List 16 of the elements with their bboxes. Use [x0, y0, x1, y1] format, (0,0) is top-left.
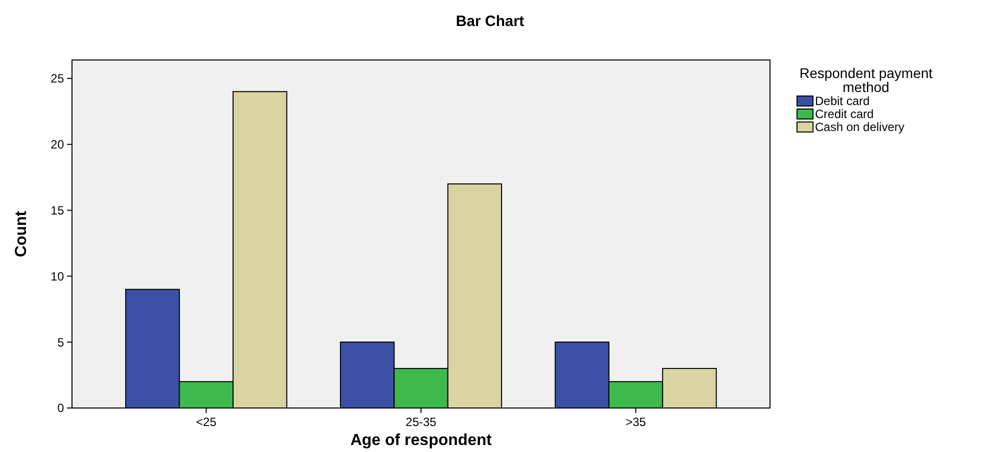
- x-tick-label: >35: [626, 415, 646, 429]
- y-tick-label: 25: [50, 72, 64, 86]
- y-tick-label: 0: [57, 401, 64, 416]
- y-tick-label: 15: [50, 203, 64, 218]
- x-axis-title: Age of respondent: [350, 432, 492, 449]
- legend-label: Cash on delivery: [815, 120, 904, 134]
- y-axis-title: Count: [13, 210, 30, 258]
- x-tick-label: <25: [196, 415, 217, 429]
- legend-label: Credit card: [815, 107, 874, 121]
- legend-label: Debit card: [815, 94, 870, 108]
- chart-title: Bar Chart: [456, 13, 524, 30]
- x-tick-label: 25-35: [406, 415, 437, 429]
- y-tick-label: 5: [57, 335, 64, 350]
- legend-title: Respondent payment method: [799, 65, 933, 95]
- y-tick-label: 20: [50, 138, 64, 152]
- y-tick-label: 10: [50, 269, 64, 284]
